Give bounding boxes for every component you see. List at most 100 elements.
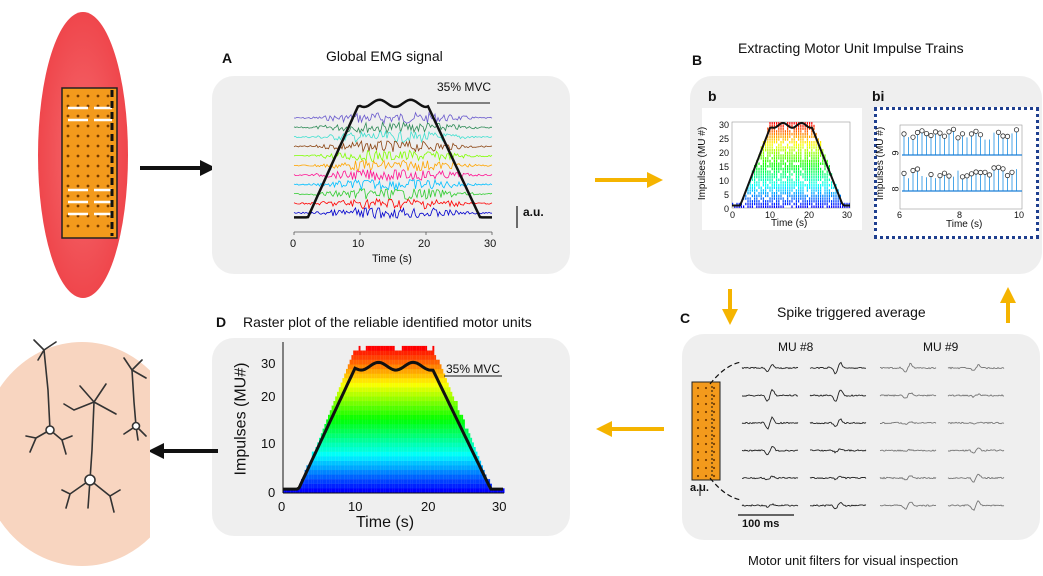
d-impulse [337, 442, 339, 448]
b-impulse [826, 178, 828, 181]
d-impulse [428, 378, 431, 383]
d-impulse [403, 465, 406, 471]
d-impulse [347, 483, 350, 489]
d-impulse [396, 378, 399, 383]
b-impulse [806, 162, 808, 165]
d-impulse [445, 465, 447, 471]
b-impulse [826, 184, 828, 187]
d-impulse [481, 488, 483, 494]
d-impulse [365, 456, 368, 461]
b-impulse [747, 202, 749, 206]
b-impulse [740, 205, 742, 208]
b-impulse [778, 194, 780, 198]
d-impulse [430, 355, 433, 360]
b-impulse [791, 132, 793, 136]
b-impulse [817, 202, 819, 206]
d-impulse [344, 460, 347, 466]
d-impulse [428, 447, 431, 452]
d-impulse [437, 433, 440, 438]
c-waveform [741, 364, 799, 373]
d-impulse [353, 488, 356, 494]
b-impulse [795, 165, 797, 168]
d-impulse [409, 350, 411, 356]
d-impulse [409, 460, 411, 466]
d-impulse [340, 465, 343, 471]
d-impulse [383, 479, 386, 484]
d-impulse [364, 368, 366, 374]
d-impulse [457, 465, 460, 471]
d-impulse [378, 373, 381, 379]
d-impulse [450, 414, 453, 420]
d-impulse [349, 465, 352, 471]
d-impulse [428, 391, 431, 397]
b-impulse [828, 184, 830, 187]
d-impulse [319, 460, 321, 466]
d-impulse [355, 474, 357, 480]
b-impulse [767, 141, 769, 144]
electrode-dot [86, 124, 90, 128]
d-impulse [313, 469, 316, 475]
d-impulse [452, 424, 455, 429]
b-impulse [800, 184, 802, 187]
b-impulse [791, 141, 793, 144]
d-impulse [441, 410, 444, 415]
d-impulse [401, 401, 404, 406]
electrode-dot [76, 124, 80, 128]
b-impulse [820, 184, 822, 187]
d-impulse [362, 460, 365, 466]
d-impulse [380, 474, 383, 480]
d-impulse [405, 488, 408, 494]
d-impulse [351, 419, 354, 425]
b-impulse [789, 146, 791, 149]
d-impulse [315, 474, 318, 480]
d-impulse [409, 433, 411, 438]
d-impulse [412, 465, 415, 471]
b-impulse [782, 197, 784, 200]
panel-d-title: Raster plot of the reliable identified m… [243, 314, 532, 330]
d-impulse [374, 405, 377, 411]
d-impulse [405, 378, 408, 383]
d-impulse [380, 433, 383, 438]
d-impulse [410, 373, 413, 379]
b-impulse [765, 205, 767, 208]
d-impulse [355, 447, 357, 452]
d-impulse [410, 456, 413, 461]
d-impulse [394, 387, 397, 392]
d-impulse [437, 474, 440, 480]
d-impulse [457, 460, 460, 466]
d-impulse [410, 437, 413, 443]
d-impulse [380, 419, 383, 425]
d-impulse [382, 474, 384, 480]
d-impulse [360, 456, 363, 461]
b-impulse [789, 202, 791, 206]
d-impulse [434, 483, 437, 489]
d-impulse [403, 350, 406, 356]
d-impulse [374, 378, 377, 383]
d-impulse [355, 465, 357, 471]
d-impulse [378, 350, 381, 356]
b-impulse [804, 184, 806, 187]
d-impulse [432, 451, 435, 457]
d-impulse [418, 410, 420, 415]
d-impulse [403, 456, 406, 461]
d-impulse [391, 424, 393, 429]
d-impulse [455, 451, 458, 457]
d-impulse [351, 460, 354, 466]
d-impulse [434, 442, 437, 448]
b-impulse [806, 184, 808, 187]
d-impulse [378, 488, 381, 494]
d-impulse [342, 469, 345, 475]
d-impulse [432, 410, 435, 415]
b-impulse [802, 200, 804, 203]
d-impulse [450, 401, 453, 406]
d-impulse [369, 442, 372, 448]
d-impulse [389, 410, 392, 415]
d-impulse [373, 424, 375, 429]
d-impulse [436, 410, 438, 415]
b-impulse [760, 173, 762, 176]
b-impulse [795, 197, 797, 200]
d-impulse [459, 474, 462, 480]
d-impulse [421, 368, 424, 374]
c-electrode-dot [712, 458, 716, 462]
d-impulse [470, 451, 473, 457]
